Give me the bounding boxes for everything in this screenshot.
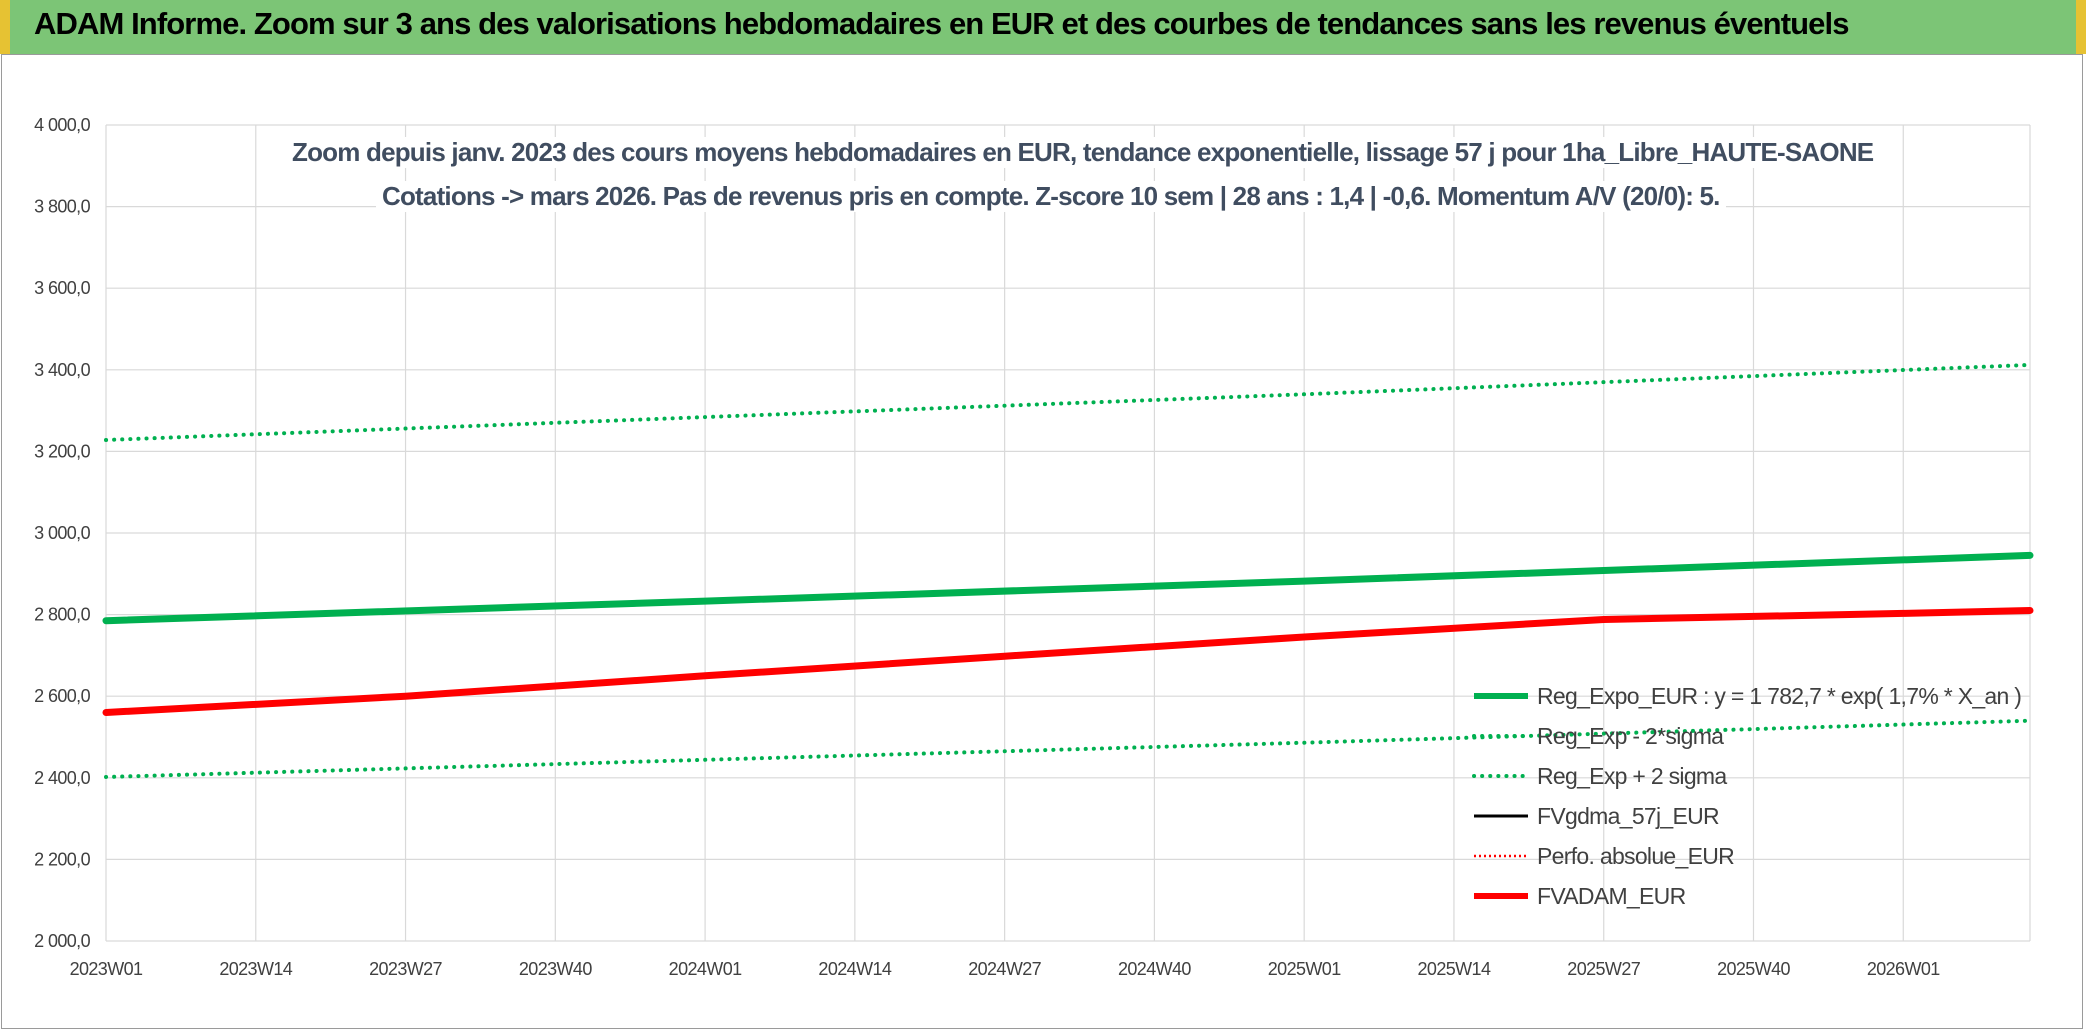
y-tick-label: 3 600,0 bbox=[34, 278, 90, 298]
report-banner: ADAM Informe. Zoom sur 3 ans des valoris… bbox=[0, 0, 2086, 54]
legend-label: Reg_Exp - 2*sigma bbox=[1537, 723, 1724, 749]
x-tick-label: 2023W27 bbox=[369, 959, 442, 979]
line-chart: 2 000,0 2 200,0 2 400,0 2 600,0 2 800,0 3 000… bbox=[34, 115, 2034, 979]
x-tick-label: 2023W40 bbox=[519, 959, 592, 979]
series-line-0 bbox=[102, 551, 2034, 625]
legend-label: FVgdma_57j_EUR bbox=[1537, 803, 1719, 829]
chart-title: Zoom depuis janv. 2023 des cours moyens … bbox=[286, 137, 1880, 168]
y-tick-label: 3 200,0 bbox=[34, 441, 90, 461]
y-tick-label: 2 000,0 bbox=[34, 931, 90, 951]
y-tick-label: 3 400,0 bbox=[34, 360, 90, 380]
x-tick-label: 2025W40 bbox=[1717, 959, 1790, 979]
x-tick-label: 2024W40 bbox=[1118, 959, 1191, 979]
y-tick-label: 3 800,0 bbox=[34, 197, 90, 217]
legend: Reg_Expo_EUR : y = 1 782,7 * exp( 1,7% *… bbox=[1472, 683, 2022, 909]
x-tick-label: 2023W01 bbox=[70, 959, 143, 979]
report-title: ADAM Informe. Zoom sur 3 ans des valoris… bbox=[34, 6, 1849, 41]
y-tick-label: 2 200,0 bbox=[34, 849, 90, 869]
chart-subtitle: Cotations -> mars 2026. Pas de revenus p… bbox=[376, 181, 1726, 212]
legend-label: Reg_Exp + 2 sigma bbox=[1537, 763, 1727, 789]
x-tick-label: 2024W01 bbox=[669, 959, 742, 979]
y-tick-label: 2 600,0 bbox=[34, 686, 90, 706]
x-tick-label: 2026W01 bbox=[1867, 959, 1940, 979]
series-line-5 bbox=[102, 607, 2034, 716]
x-tick-label: 2024W27 bbox=[968, 959, 1041, 979]
x-tick-label: 2024W14 bbox=[818, 959, 891, 979]
chart-frame: 2 000,0 2 200,0 2 400,0 2 600,0 2 800,0 3 000… bbox=[1, 54, 2083, 1029]
x-tick-label: 2025W14 bbox=[1418, 959, 1491, 979]
series-lines bbox=[102, 362, 2034, 779]
x-axis-ticks: 2023W01 2023W14 2023W27 2023W40 2024W01 2024W… bbox=[70, 959, 1941, 979]
x-tick-label: 2025W27 bbox=[1567, 959, 1640, 979]
y-tick-label: 2 800,0 bbox=[34, 605, 90, 625]
series-line-2 bbox=[104, 362, 2032, 442]
y-tick-label: 4 000,0 bbox=[34, 115, 90, 135]
series-line-1 bbox=[104, 718, 2032, 779]
legend-label: FVADAM_EUR bbox=[1537, 883, 1686, 909]
gridlines bbox=[105, 124, 2031, 942]
legend-label: Perfo. absolue_EUR bbox=[1537, 843, 1734, 869]
x-tick-label: 2025W01 bbox=[1268, 959, 1341, 979]
y-tick-label: 3 000,0 bbox=[34, 523, 90, 543]
y-axis-ticks: 2 000,0 2 200,0 2 400,0 2 600,0 2 800,0 3 000… bbox=[34, 115, 91, 951]
legend-label: Reg_Expo_EUR : y = 1 782,7 * exp( 1,7% *… bbox=[1537, 683, 2021, 709]
y-tick-label: 2 400,0 bbox=[34, 768, 90, 788]
x-tick-label: 2023W14 bbox=[219, 959, 292, 979]
